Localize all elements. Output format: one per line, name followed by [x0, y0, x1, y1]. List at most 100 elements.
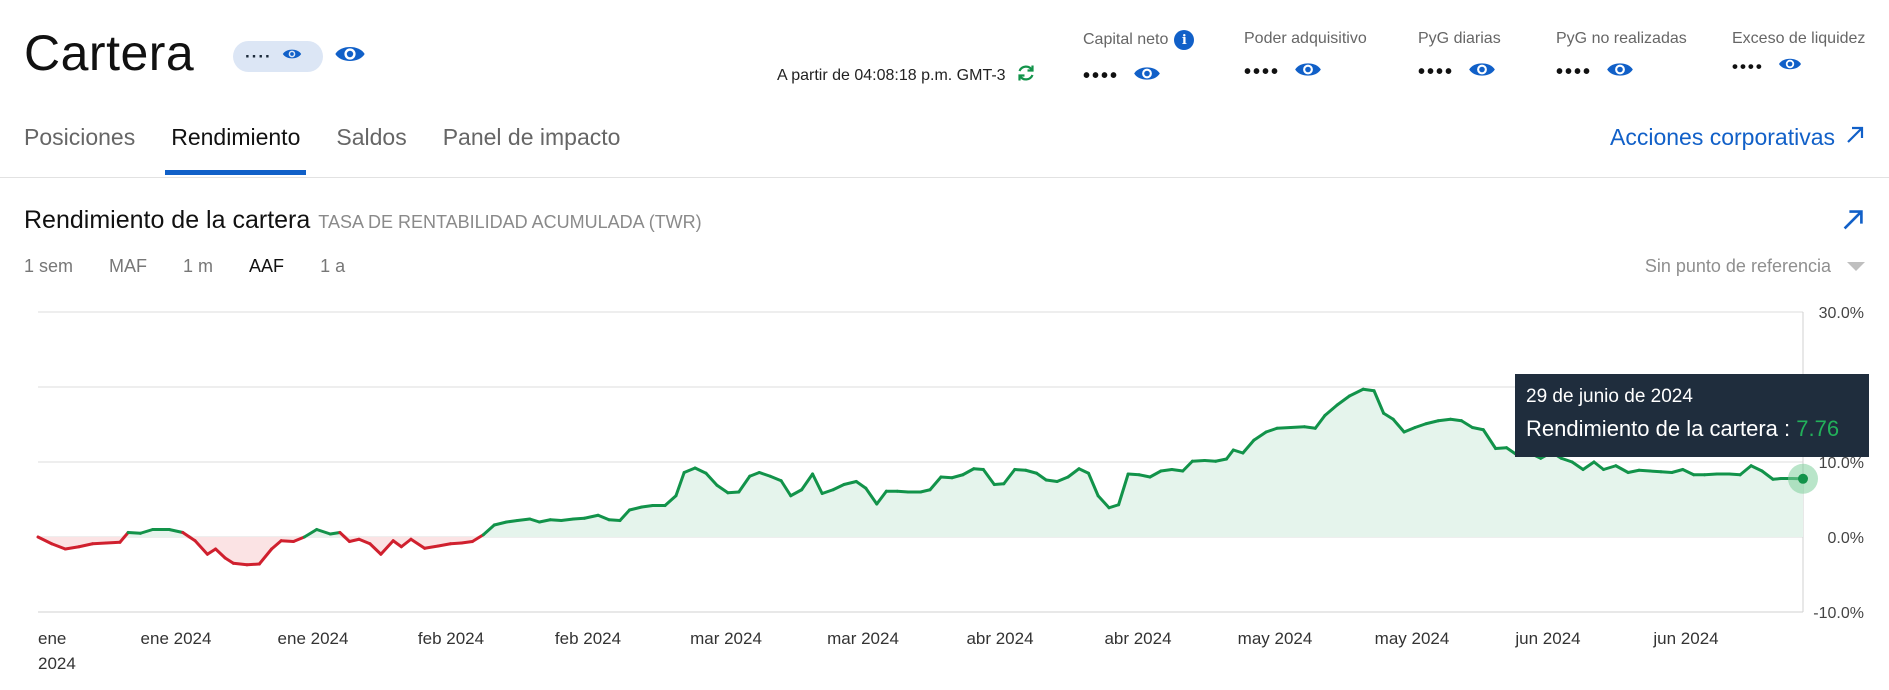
negative-area — [38, 537, 1803, 565]
tab-saldos[interactable]: Saldos — [336, 124, 407, 150]
series-segment — [516, 517, 532, 522]
series-segment — [663, 494, 678, 507]
expand-arrow-icon[interactable] — [1841, 208, 1865, 237]
section-subtitle: TASA DE RENTABILIDAD ACUMULADA (TWR) — [318, 212, 702, 232]
series-segment — [104, 540, 122, 545]
eye-icon[interactable] — [1468, 60, 1496, 84]
series-segment — [831, 483, 846, 492]
masked-account-pill[interactable]: ···· — [233, 41, 323, 72]
range-1-a[interactable]: 1 a — [320, 256, 346, 276]
benchmark-select[interactable]: Sin punto de referencia — [1645, 256, 1865, 277]
tooltip-value: 7.76 — [1796, 416, 1840, 441]
y-tick-label: 10.0% — [1819, 455, 1864, 472]
tooltip-date: 29 de junio de 2024 — [1526, 386, 1693, 407]
eye-icon[interactable] — [1133, 64, 1161, 88]
series-segment — [875, 489, 888, 506]
benchmark-value: Sin punto de referencia — [1644, 256, 1831, 276]
range-1-m[interactable]: 1 m — [183, 256, 214, 276]
x-tick-label: may 2024 — [1375, 629, 1450, 648]
series-segment — [1323, 403, 1339, 417]
metric-value: •••• — [1556, 60, 1593, 83]
x-tick-label: abr 2024 — [966, 629, 1033, 648]
series-segment — [1670, 468, 1685, 474]
range-1-sem[interactable]: 1 sem — [24, 256, 74, 276]
series-segment — [748, 471, 761, 478]
tab-posiciones[interactable]: Posiciones — [24, 124, 136, 150]
series-segment — [1024, 468, 1039, 475]
series-segment — [1494, 446, 1509, 450]
series-segment — [1013, 468, 1028, 472]
metric-value: •••• — [1732, 56, 1764, 76]
series-segment — [257, 547, 274, 566]
range-aaf[interactable]: AAF — [249, 256, 285, 276]
series-segment — [36, 535, 54, 546]
series-segment — [674, 471, 686, 498]
series-segment — [1335, 394, 1351, 407]
series-segment — [1087, 471, 1100, 498]
series-segment — [726, 490, 741, 495]
series-segment — [607, 518, 622, 522]
series-segment — [492, 520, 509, 527]
x-tick-label: mar 2024 — [827, 629, 899, 648]
x-tick-label: ene 2024 — [278, 629, 349, 648]
series-segment — [628, 505, 644, 512]
series-segment — [391, 539, 403, 549]
series-segment — [1372, 389, 1386, 415]
series-segment — [245, 562, 261, 567]
series-segment — [449, 541, 463, 546]
timestamp-text: A partir de 04:08:18 p.m. GMT-3 — [777, 66, 1006, 84]
series-segment — [961, 467, 976, 477]
series-segment — [1252, 430, 1268, 442]
page-title: Cartera — [24, 25, 195, 81]
chevron-down-icon — [1847, 262, 1865, 271]
series-segment — [1382, 411, 1395, 421]
series-segment — [854, 480, 868, 490]
series-segment — [423, 544, 440, 550]
series-segment — [981, 468, 996, 486]
series-segment — [528, 517, 541, 524]
series-segment — [1302, 425, 1317, 430]
series-segment — [715, 483, 730, 495]
series-segment — [409, 537, 427, 550]
corporate-actions-link[interactable]: Acciones corporativas — [1610, 124, 1865, 151]
series-segment — [1681, 468, 1696, 477]
metric-value: •••• — [1083, 64, 1120, 87]
series-segment — [895, 489, 910, 494]
eye-icon[interactable] — [1778, 56, 1802, 77]
series-segment — [1214, 457, 1229, 463]
masked-account-value: ···· — [245, 46, 272, 66]
eye-icon[interactable] — [1606, 60, 1634, 84]
series-segment — [279, 539, 295, 543]
x-tick-label: feb 2024 — [418, 629, 484, 648]
series-segment — [1107, 503, 1121, 510]
x-tick-label: may 2024 — [1238, 629, 1313, 648]
info-icon[interactable]: i — [1174, 30, 1195, 50]
series-segment — [1449, 417, 1463, 423]
eye-icon[interactable] — [1294, 60, 1322, 84]
series-segment — [118, 531, 130, 544]
series-segment — [1424, 419, 1440, 426]
series-segment — [992, 482, 1006, 486]
series-segment — [481, 523, 496, 537]
series-segment — [368, 542, 383, 556]
tab-rendimiento[interactable]: Rendimiento — [165, 124, 307, 175]
series-segment — [181, 531, 197, 543]
series-segment — [1391, 417, 1406, 434]
series-segment — [939, 475, 954, 480]
tab-panel-de-impacto[interactable]: Panel de impacto — [442, 124, 621, 150]
range-maf[interactable]: MAF — [109, 256, 148, 276]
x-tick-label: mar 2024 — [690, 629, 762, 648]
series-segment — [1203, 459, 1218, 463]
series-segment — [1436, 417, 1453, 423]
series-segment — [950, 473, 965, 480]
refresh-icon[interactable] — [1016, 63, 1036, 88]
series-segment — [205, 547, 218, 556]
series-segment — [1313, 414, 1327, 430]
series-segment — [572, 516, 586, 521]
series-segment — [737, 474, 752, 494]
series-segment — [1402, 426, 1417, 434]
series-segment — [704, 471, 719, 487]
toggle-visibility-eye-icon[interactable] — [334, 43, 366, 70]
